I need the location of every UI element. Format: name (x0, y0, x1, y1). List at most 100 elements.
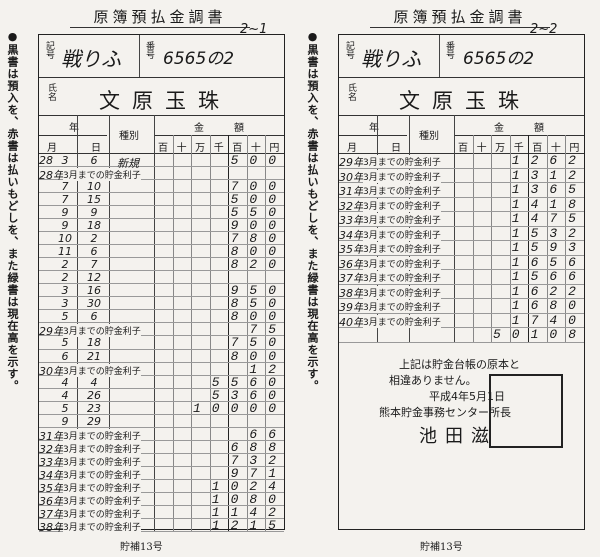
row-day: 26 (87, 388, 101, 402)
row-amount: 971 (230, 465, 287, 481)
row-rule (39, 296, 284, 298)
header-year: 年 (369, 123, 379, 134)
row-year: 29年 (339, 156, 364, 169)
row-kind: 3月までの貯金利子 (363, 155, 441, 168)
row-amount: 1656 (511, 254, 587, 270)
row-amount: 500 (230, 192, 287, 208)
row-kind: 3月までの貯金利子 (363, 227, 441, 241)
kigo: 戦りふ (361, 47, 421, 71)
rule (191, 135, 193, 531)
row-rule (39, 400, 284, 402)
footer: 貯補13号 (120, 542, 163, 553)
row-rule (39, 465, 284, 467)
row-year: 40年 (339, 315, 364, 329)
header-kind: 種別 (119, 131, 139, 142)
kigo: 戦りふ (61, 47, 121, 71)
row-year: 33年 (39, 455, 64, 469)
row-month: 10 (58, 232, 72, 246)
header-digit: 十 (250, 143, 261, 154)
row-amount: 1622 (511, 283, 587, 299)
rule (172, 135, 174, 531)
row-amount: 820 (230, 257, 287, 273)
row-rule (339, 283, 584, 285)
header-digit: 千 (513, 143, 524, 154)
row-amount: 700 (230, 179, 287, 195)
row-rule (39, 413, 284, 415)
rule (565, 135, 567, 342)
header-day: 日 (91, 143, 101, 154)
row-day: 10 (87, 180, 101, 194)
row-amount: 500 (230, 153, 287, 168)
header-year: 年 (69, 123, 79, 134)
rule (339, 115, 584, 116)
ledger-form: 記号 戦りふ 番号 6565の2 氏名 文原玉珠年月日種別 金額百十万千百十円 29年 3月まで… (338, 34, 585, 530)
row-year: 31年 (39, 429, 64, 443)
row-amount: 950 (230, 283, 287, 299)
row-kind: 3月までの貯金利子 (63, 480, 141, 494)
row-rule (339, 196, 584, 198)
row-amount: 1740 (511, 312, 587, 328)
row-rule (39, 439, 284, 441)
row-amount: 5560 (211, 374, 287, 390)
row-amount: 1593 (511, 240, 587, 255)
row-kind: 3月までの貯金利子 (363, 256, 441, 270)
header-digit: 百 (158, 143, 168, 154)
name-label: 氏名 (346, 83, 356, 101)
row-month: 5 (61, 310, 69, 324)
header-digit: 円 (269, 143, 280, 154)
row-amount: 1142 (211, 504, 287, 520)
row-day: 15 (87, 193, 101, 207)
row-kind: 3月までの貯金利子 (63, 324, 141, 338)
rule (39, 77, 284, 78)
row-year: 35年 (39, 481, 64, 495)
side-note: ●黒書は預入を、赤書は払いもどしを、また緑書は現在高を示す。 (306, 30, 319, 392)
row-day: 21 (87, 349, 101, 363)
row-amount: 12 (249, 361, 287, 377)
rule (439, 35, 440, 77)
row-month: 9 (61, 206, 69, 220)
row-month: 11 (58, 245, 72, 259)
row-rule (39, 309, 284, 311)
row-month: 3 (61, 284, 69, 298)
row-year: 28 (39, 154, 53, 167)
row-month: 5 (61, 336, 69, 350)
certification-line: 上記は貯金台帳の原本と (399, 357, 520, 371)
rule (39, 153, 284, 154)
row-rule (339, 167, 584, 169)
side-note: ●黒書は預入を、赤書は払いもどしを、また緑書は現在高を示す。 (6, 30, 19, 392)
row-day: 4 (90, 375, 98, 389)
row-kind: 3月までの貯金利子 (63, 506, 141, 520)
row-kind: 3月までの貯金利子 (363, 184, 441, 197)
row-amount: 780 (230, 231, 287, 247)
header-digit: 万 (195, 143, 206, 154)
row-year: 36年 (339, 257, 364, 271)
row-rule (339, 298, 584, 299)
row-rule (39, 517, 284, 519)
header-digit: 十 (550, 143, 561, 154)
row-rule (39, 244, 284, 246)
certification-line: 相違ありません。 (389, 373, 477, 387)
row-amount: 75 (249, 322, 287, 338)
header-digit: 百 (232, 143, 243, 154)
row-kind: 新規 (117, 157, 139, 170)
row-month: 7 (61, 180, 69, 194)
row-amount: 688 (230, 439, 287, 455)
row-amount: 1475 (511, 211, 587, 226)
row-rule (39, 192, 284, 194)
row-kind: 3月までの貯金利子 (63, 168, 141, 182)
row-kind: 3月までの貯金利子 (63, 454, 141, 468)
header-digit: 百 (458, 143, 468, 154)
rule (339, 153, 584, 154)
row-month: 9 (61, 219, 69, 233)
row-day: 2 (90, 232, 98, 246)
row-rule (39, 283, 284, 285)
rule (39, 135, 107, 136)
page-mark: 2~2 (530, 22, 558, 37)
bango-label: 番号 (444, 41, 454, 59)
header-amount: 金額 (194, 123, 274, 134)
row-month: 4 (61, 388, 69, 402)
row-kind: 3月までの貯金利子 (63, 519, 141, 533)
row-day: 6 (90, 310, 98, 324)
row-month: 6 (61, 349, 69, 363)
